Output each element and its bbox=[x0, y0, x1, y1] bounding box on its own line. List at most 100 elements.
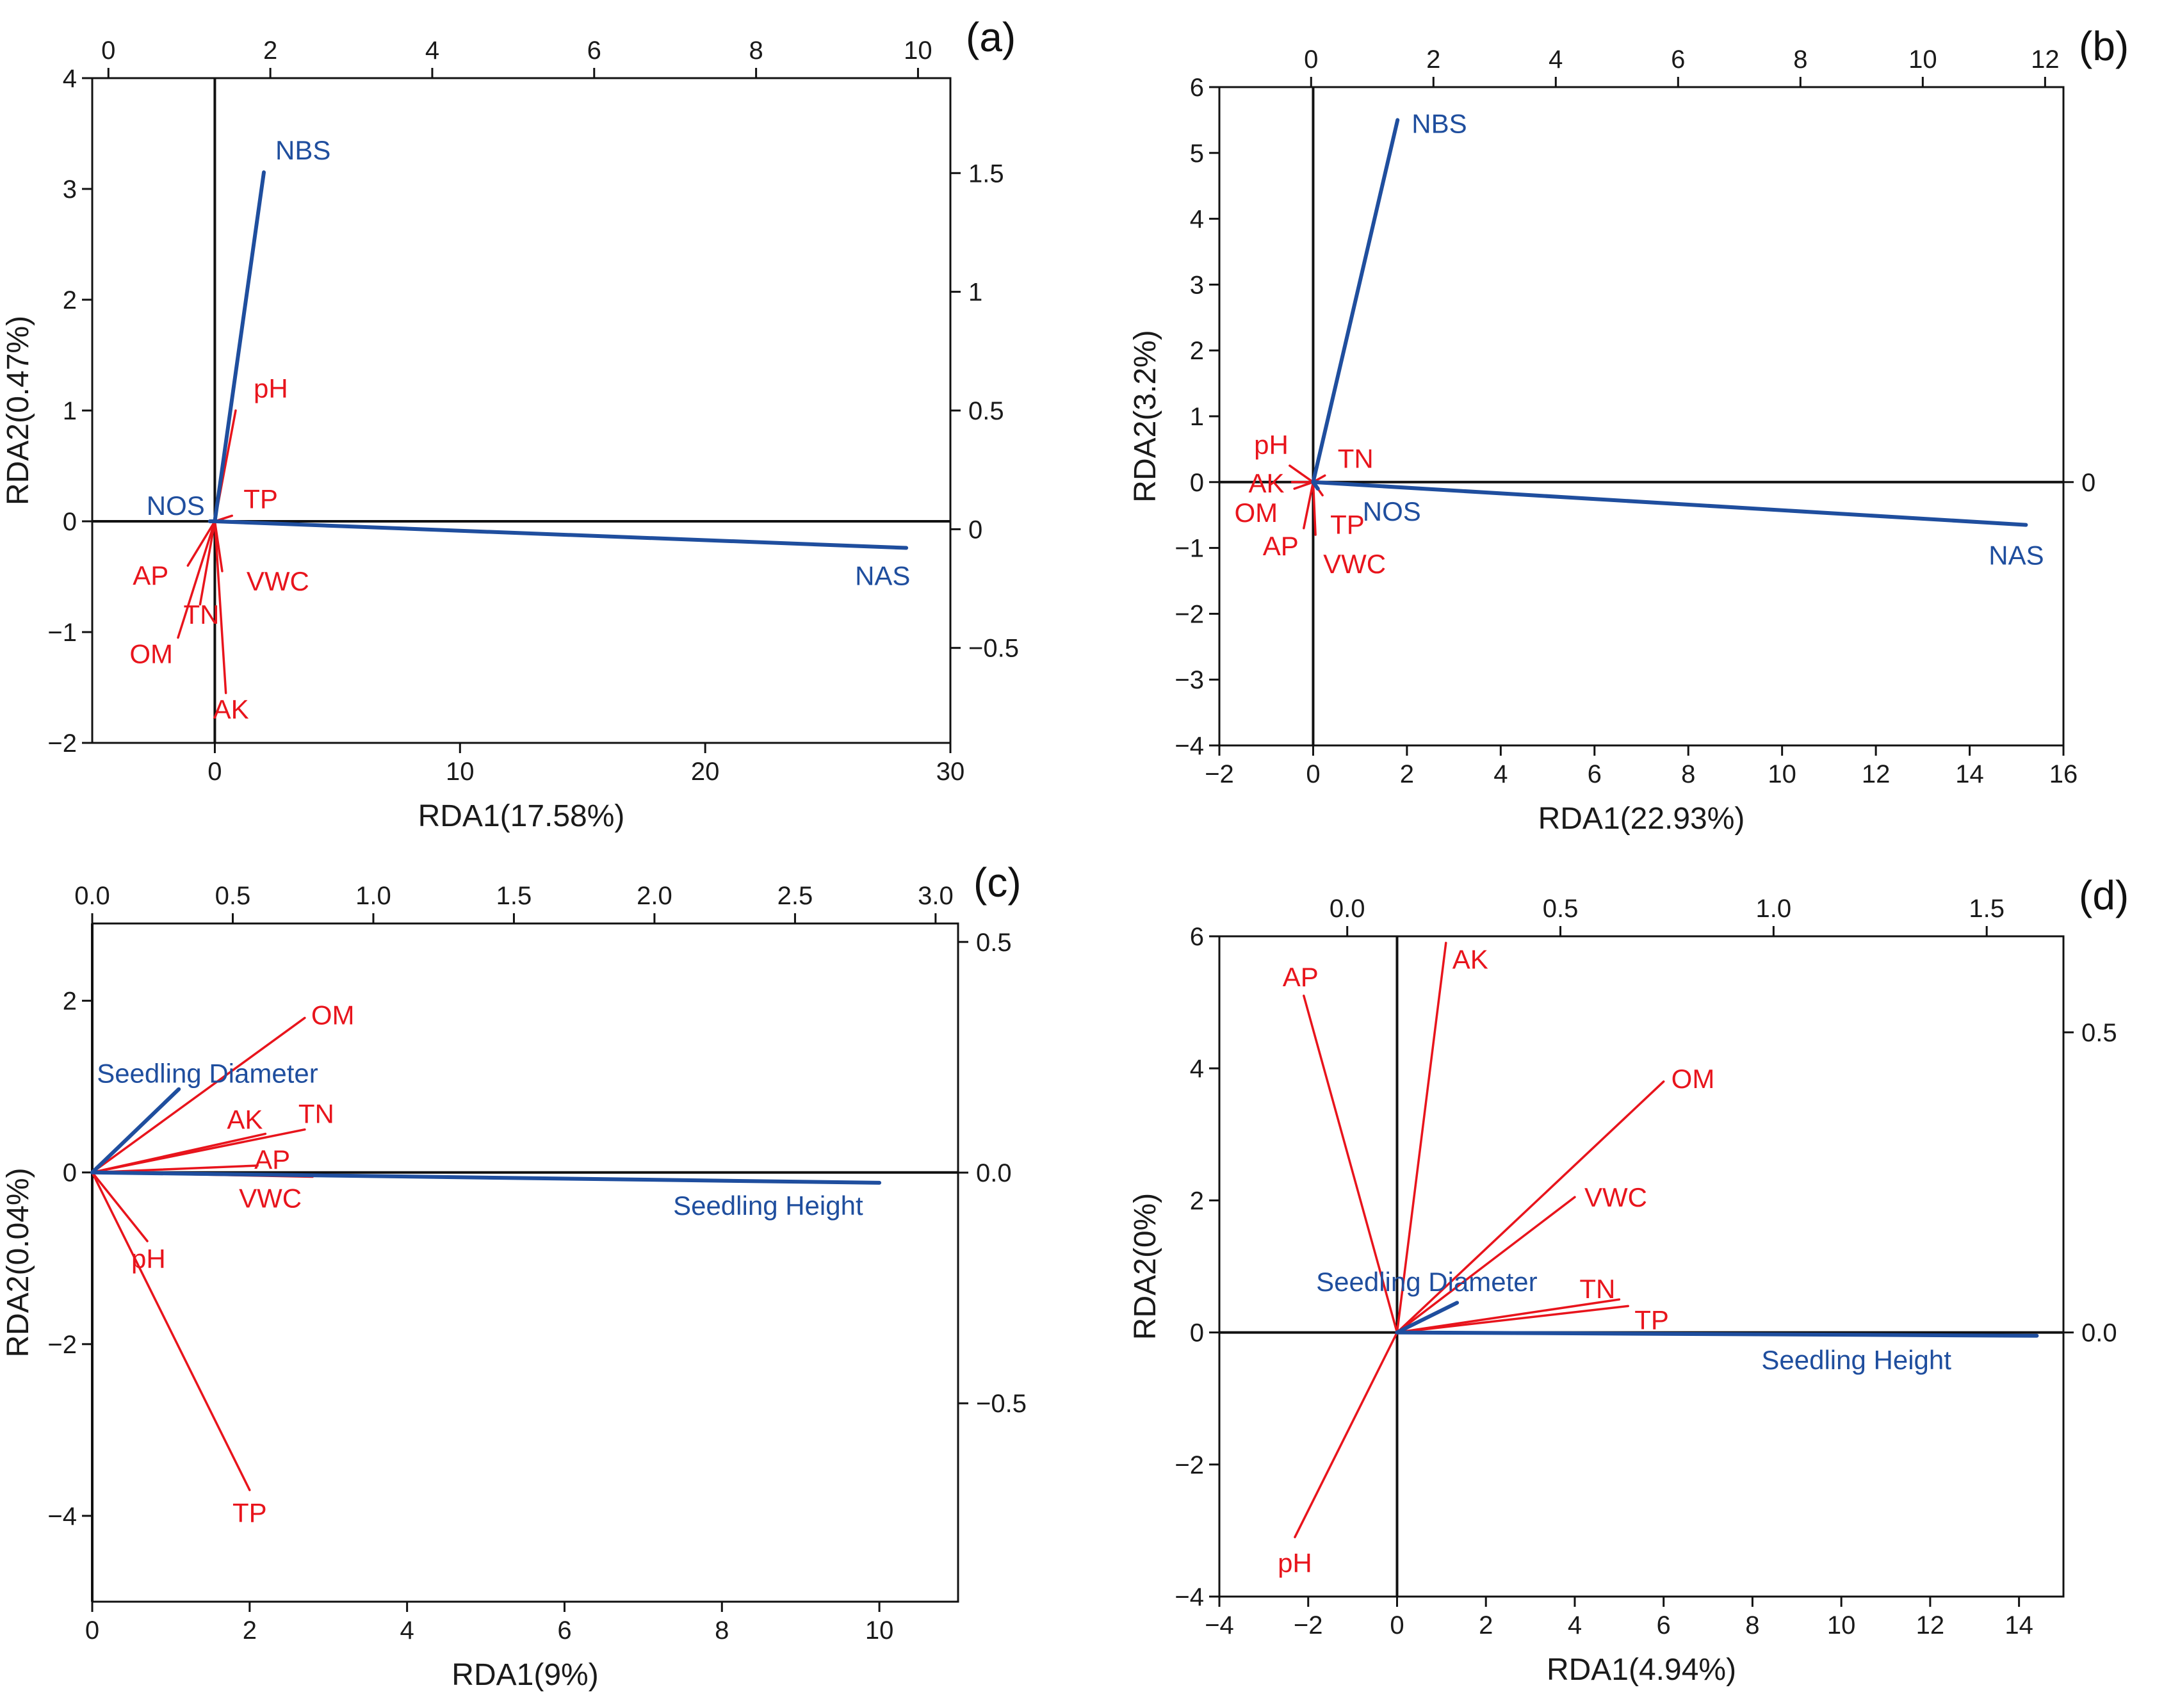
panel-a-ap-vector bbox=[186, 520, 216, 567]
panel-c-om-label: OM bbox=[311, 1000, 355, 1030]
panel-b-nbs-label: NBS bbox=[1411, 108, 1467, 138]
panel-d-y-tick-label: 2 bbox=[1190, 1187, 1204, 1215]
panel-c-top-tick-label: 0.5 bbox=[215, 882, 251, 910]
panel-c-x-tick-label: 8 bbox=[715, 1616, 729, 1645]
panel-d-y-tick-label: 4 bbox=[1190, 1055, 1204, 1083]
panel-b-nos-label: NOS bbox=[1363, 496, 1421, 526]
panel-c-y-tick-label: 2 bbox=[63, 988, 77, 1016]
panel-c-tp-label: TP bbox=[232, 1498, 267, 1528]
panel-a-right-tick-label: 0 bbox=[968, 516, 982, 544]
panel-b-ph-label: pH bbox=[1254, 430, 1289, 460]
panel-d-y-tick-label: −4 bbox=[1175, 1583, 1204, 1611]
panel-d-vwc-vector bbox=[1395, 1196, 1576, 1334]
panel-d-x-tick-label: 14 bbox=[2005, 1611, 2033, 1639]
panel-a-top-tick-label: 2 bbox=[263, 37, 277, 65]
panel-a-top-tick-label: 6 bbox=[587, 37, 601, 65]
panel-c-x-tick-label: 10 bbox=[865, 1616, 894, 1645]
panel-b-vwc-vector bbox=[1312, 481, 1317, 536]
panel-d-ap-label: AP bbox=[1283, 962, 1319, 992]
panel-a-top-tick-label: 8 bbox=[749, 37, 763, 65]
panel-d-y-tick-label: 0 bbox=[1190, 1319, 1204, 1347]
panel-a-y-tick-label: 0 bbox=[63, 508, 77, 536]
panel-b-ak-label: AK bbox=[1248, 468, 1284, 498]
panel-b-x-tick-label: 4 bbox=[1493, 760, 1508, 788]
panel-d-seedling-height-vector bbox=[1395, 1330, 2039, 1338]
panel-b-y-tick-label: −2 bbox=[1175, 600, 1204, 628]
panel-d-tp-vector bbox=[1395, 1305, 1629, 1334]
panel-b-x-axis-title: RDA1(22.93%) bbox=[1538, 802, 1745, 836]
panel-b-ap-label: AP bbox=[1263, 531, 1299, 561]
panel-b-om-vector bbox=[1293, 481, 1315, 490]
panel-d-right-tick-label: 0.0 bbox=[2081, 1319, 2117, 1347]
panel-b-x-tick-label: 8 bbox=[1681, 760, 1695, 788]
panel-c-right-tick-label: 0.5 bbox=[976, 929, 1012, 957]
panel-c-ph-vector bbox=[91, 1171, 149, 1242]
panel-b-y-tick-label: −4 bbox=[1175, 732, 1204, 760]
panel-a-top-tick-label: 0 bbox=[101, 37, 115, 65]
panel-a-nas-vector bbox=[213, 519, 909, 550]
panel-a-y-tick-label: 3 bbox=[63, 175, 77, 204]
panel-b-right-tick-label: 0 bbox=[2081, 469, 2095, 497]
panel-c-x-axis-title: RDA1(9%) bbox=[451, 1658, 598, 1692]
panel-a-ph-label: pH bbox=[254, 373, 288, 403]
panel-c-label: (c) bbox=[973, 859, 1021, 906]
panel-b-frame bbox=[1218, 86, 2065, 747]
panel-b-y-tick-label: 6 bbox=[1190, 74, 1204, 102]
panel-a-top-tick-label: 4 bbox=[425, 37, 439, 65]
panel-d-tn-label: TN bbox=[1579, 1274, 1615, 1304]
panel-a-nos-label: NOS bbox=[147, 491, 205, 521]
panel-c-ph-label: pH bbox=[131, 1244, 166, 1274]
panel-d-tn-vector bbox=[1395, 1298, 1621, 1334]
panel-b-y-tick-label: 1 bbox=[1190, 403, 1204, 431]
panel-d-x-tick-label: 2 bbox=[1479, 1611, 1493, 1639]
panel-a-x-axis-title: RDA1(17.58%) bbox=[418, 799, 625, 833]
panel-b-x-tick-label: 10 bbox=[1768, 760, 1796, 788]
panel-b-top-tick-label: 8 bbox=[1793, 45, 1807, 74]
panel-b-y-tick-label: 3 bbox=[1190, 271, 1204, 299]
panel-b-top-tick-label: 6 bbox=[1671, 45, 1685, 74]
panel-a-ak-label: AK bbox=[213, 694, 249, 724]
panel-b-y-tick-label: 0 bbox=[1190, 469, 1204, 497]
panel-a-right-tick-label: −0.5 bbox=[968, 635, 1019, 663]
panel-a-top-tick-label: 10 bbox=[904, 37, 932, 65]
panel-d-x-tick-label: 0 bbox=[1390, 1611, 1404, 1639]
panel-a-frame bbox=[91, 77, 952, 744]
panel-b-vwc-label: VWC bbox=[1323, 549, 1386, 579]
panel-d-seedling-height-label: Seedling Height bbox=[1761, 1345, 1951, 1375]
panel-d-right-tick-label: 0.5 bbox=[2081, 1019, 2117, 1047]
panel-c-top-tick-label: 3.0 bbox=[918, 882, 954, 910]
panel-c-vwc-label: VWC bbox=[239, 1183, 302, 1213]
panel-d-top-tick-label: 0.5 bbox=[1543, 895, 1579, 923]
panel-b-x-tick-label: 6 bbox=[1588, 760, 1602, 788]
panel-b-y-tick-label: 4 bbox=[1190, 206, 1204, 234]
panel-b-y-tick-label: 2 bbox=[1190, 337, 1204, 365]
panel-a-x-tick-label: 30 bbox=[936, 758, 965, 786]
panel-d-x-tick-label: 12 bbox=[1916, 1611, 1945, 1639]
panel-d-x-tick-label: −4 bbox=[1205, 1611, 1234, 1639]
panel-b-x-tick-label: 14 bbox=[1955, 760, 1984, 788]
panel-a-y-tick-label: 2 bbox=[63, 286, 77, 314]
panel-d-ak-label: AK bbox=[1452, 944, 1488, 974]
panel-b-y-tick-label: 5 bbox=[1190, 140, 1204, 168]
panel-a-tp-label: TP bbox=[243, 484, 278, 514]
panel-c-top-tick-label: 0.0 bbox=[74, 882, 110, 910]
panel-c-om-vector bbox=[91, 1016, 306, 1174]
panel-b-top-tick-label: 4 bbox=[1549, 45, 1563, 74]
panel-d-ap-vector bbox=[1303, 995, 1399, 1334]
panel-b-top-tick-label: 10 bbox=[1908, 45, 1937, 74]
panel-c-seedling-diameter-label: Seedling Diameter bbox=[97, 1059, 318, 1089]
panel-a-ap-label: AP bbox=[133, 560, 168, 590]
panel-c-seedling-diameter-vector bbox=[90, 1087, 181, 1175]
panel-a-x-tick-label: 0 bbox=[207, 758, 222, 786]
panel-b-top-tick-label: 2 bbox=[1426, 45, 1440, 74]
panel-b-tn-label: TN bbox=[1338, 444, 1374, 474]
panel-b-x-tick-label: 0 bbox=[1306, 760, 1320, 788]
panel-b-y-tick-label: −1 bbox=[1175, 535, 1204, 563]
panel-b-nas-label: NAS bbox=[1989, 541, 2044, 571]
panel-b-x-tick-label: 16 bbox=[2049, 760, 2078, 788]
panel-b-x-tick-label: 2 bbox=[1400, 760, 1414, 788]
panel-c-right-tick-label: 0.0 bbox=[976, 1159, 1012, 1187]
panel-b-ph-vector bbox=[1289, 464, 1315, 484]
panel-a-nbs-label: NBS bbox=[275, 135, 330, 165]
panel-b-top-tick-label: 0 bbox=[1304, 45, 1318, 74]
